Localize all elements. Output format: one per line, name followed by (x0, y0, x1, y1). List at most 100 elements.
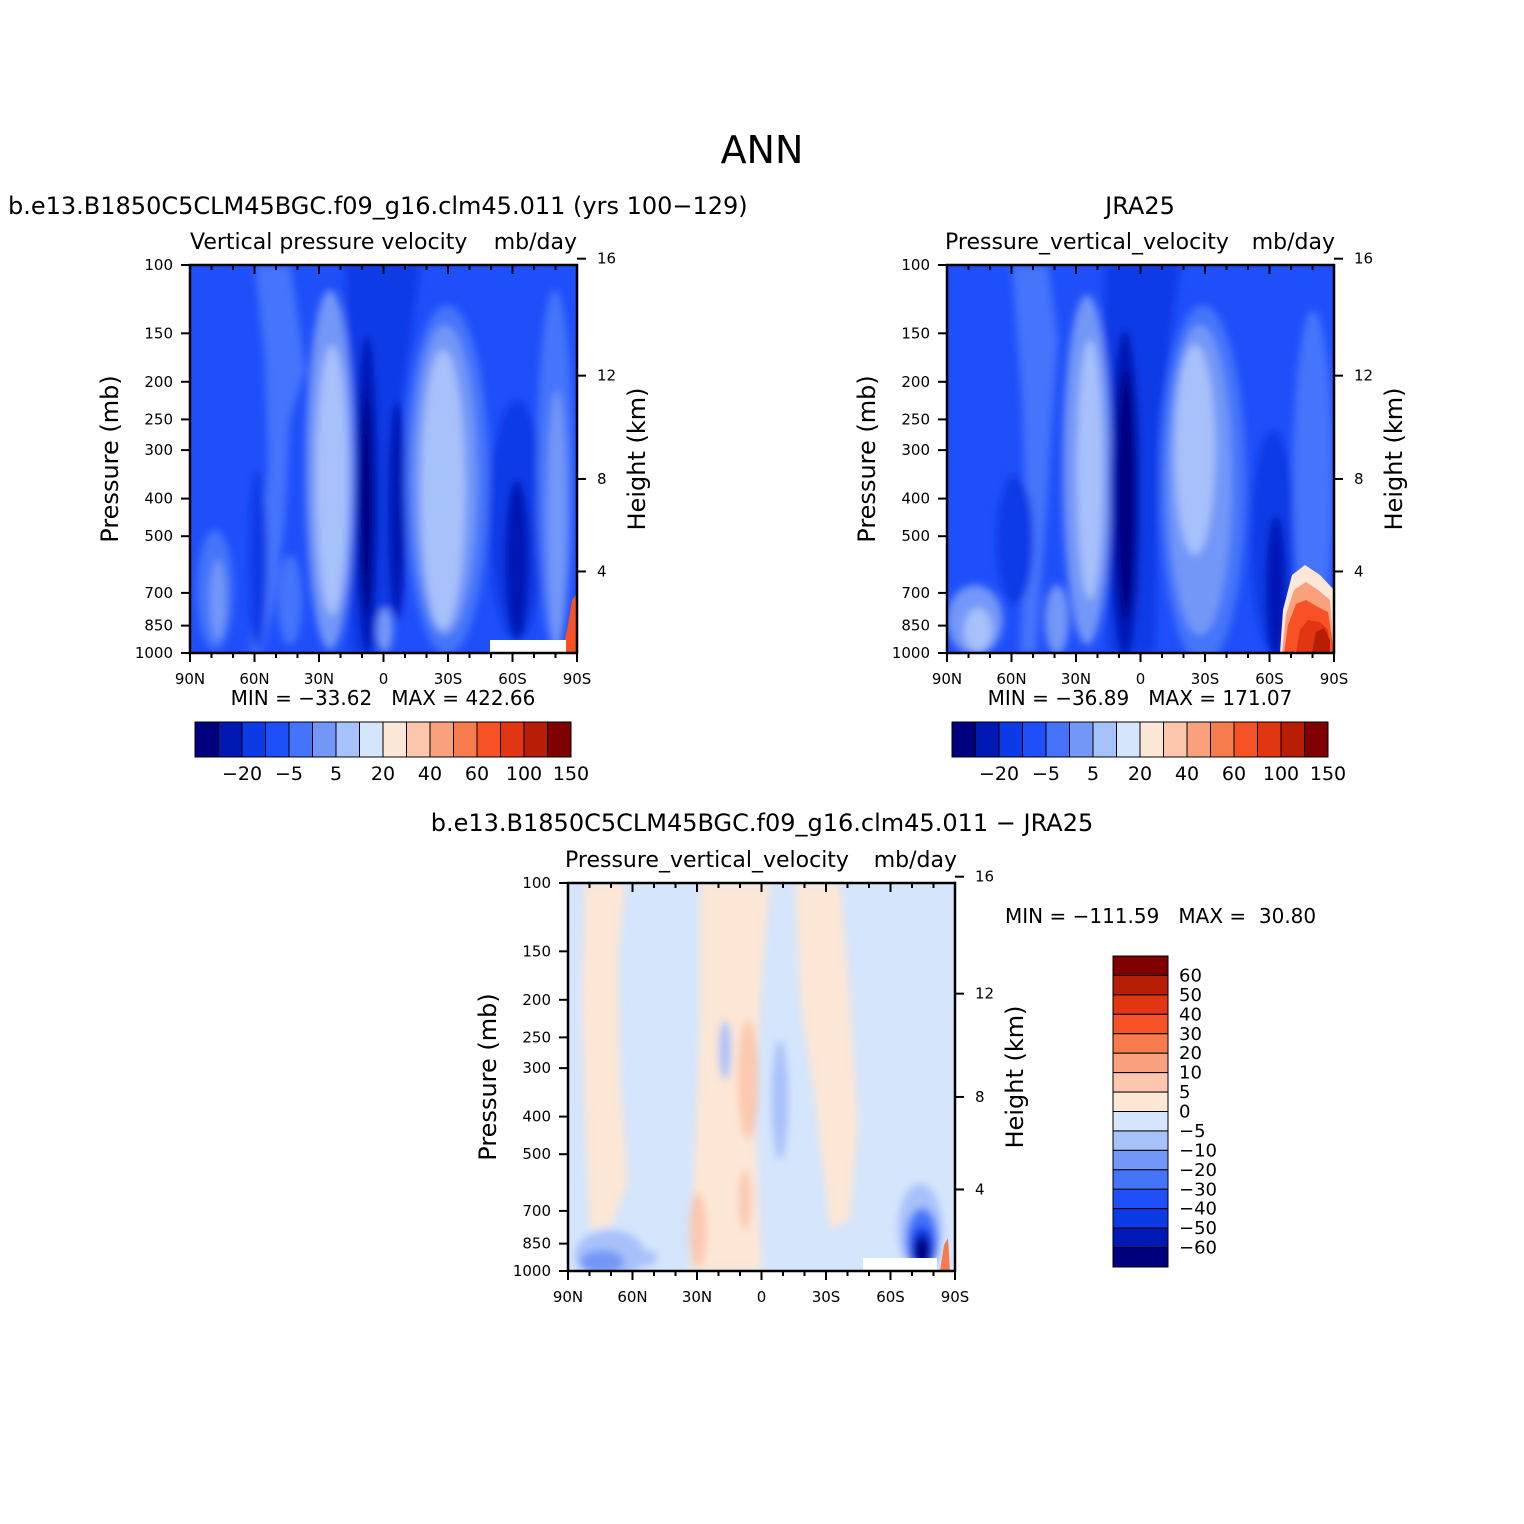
p-tick-label: 400 (144, 490, 173, 508)
lat-tick-label: 30S (812, 1288, 841, 1306)
h-tick-label: 8 (597, 470, 607, 488)
colorbar-swatch (1257, 721, 1282, 758)
colorbar-label: 20 (371, 763, 395, 785)
colorbar-swatch (1069, 721, 1094, 758)
colorbar-label: 100 (1263, 763, 1299, 785)
h-tick-label: 4 (597, 562, 607, 580)
colorbar-label: −5 (1179, 1121, 1206, 1142)
colorbar-label: 10 (1179, 1063, 1202, 1084)
axes-obs: 100 150 200 250 300 400 500 700 850 1000 16 12 8 4 90N… (892, 250, 1373, 688)
p-tick-label: 250 (522, 1028, 551, 1046)
colorbar-label: 150 (1310, 763, 1346, 785)
ylabel-right-model: Height (km) (623, 388, 651, 531)
p-tick-label: 300 (522, 1059, 551, 1077)
var-label-diff: Pressure_vertical_velocity (565, 848, 849, 873)
p-tick-label: 100 (901, 256, 930, 274)
p-tick-label: 700 (144, 584, 173, 602)
lat-tick-label: 90S (1320, 670, 1349, 688)
colorbar-swatch (1112, 1149, 1169, 1171)
lat-tick-label: 30S (434, 670, 463, 688)
colorbar-label: 60 (1222, 763, 1246, 785)
ylabel-right-obs: Height (km) (1380, 388, 1408, 531)
colorbar-swatch (406, 721, 431, 758)
colorbar-label: 50 (1179, 985, 1202, 1006)
p-tick-label: 850 (522, 1235, 551, 1253)
colorbar-swatch (1112, 1072, 1169, 1093)
axes-diff: 100 150 200 250 300 400 500 700 850 1000 16 12 8 4 90N… (513, 868, 994, 1306)
lat-tick-label: 60S (876, 1288, 905, 1306)
colorbar-swatch (1022, 721, 1047, 758)
colorbar-swatch (998, 721, 1023, 758)
colorbar-label: −50 (1179, 1218, 1217, 1239)
p-tick-label: 100 (144, 256, 173, 274)
colorbar-model: −20 −5 5 20 40 60 100 150 (194, 721, 589, 785)
colorbar-swatch (241, 721, 266, 758)
p-tick-label: 200 (522, 991, 551, 1009)
heatmap-field-obs (947, 265, 1334, 653)
colorbar-label: −5 (275, 763, 303, 785)
colorbar-label: −30 (1179, 1179, 1217, 1200)
colorbar-swatch (975, 721, 1000, 758)
p-tick-label: 1000 (513, 1262, 551, 1280)
colorbar-swatch (1112, 994, 1169, 1015)
lat-tick-label: 60S (1255, 670, 1284, 688)
stats-model: MIN = −33.62 MAX = 422.66 (231, 686, 536, 710)
p-tick-label: 250 (144, 410, 173, 428)
case-title-obs: JRA25 (1103, 192, 1175, 220)
colorbars: −20 −5 5 20 40 60 100 150 −20 −5 5 20 40 60 100 1506050… (194, 721, 1346, 1268)
units-model: mb/day (494, 230, 577, 255)
lat-tick-label: 90S (563, 670, 592, 688)
colorbar-label: 5 (1179, 1082, 1190, 1103)
p-tick-label: 500 (144, 527, 173, 545)
colorbar-label: 20 (1128, 763, 1152, 785)
colorbar-label: −20 (1179, 1160, 1217, 1181)
p-tick-label: 300 (144, 441, 173, 459)
h-tick-label: 12 (1354, 367, 1373, 385)
colorbar-label: 100 (506, 763, 542, 785)
colorbar-label: 40 (1179, 1004, 1202, 1025)
var-label-obs: Pressure_vertical_velocity (945, 230, 1229, 255)
p-tick-label: 850 (144, 617, 173, 635)
colorbar-label: 5 (1087, 763, 1099, 785)
h-tick-label: 4 (1354, 562, 1364, 580)
lat-tick-label: 0 (379, 670, 389, 688)
case-title-model: b.e13.B1850C5CLM45BGC.f09_g16.clm45.011 … (8, 192, 748, 220)
colorbar-swatch (1210, 721, 1235, 758)
h-tick-label: 16 (597, 250, 616, 268)
colorbar-swatch (1112, 974, 1169, 996)
ylabel-right-diff: Height (km) (1001, 1006, 1029, 1149)
figure-title: ANN (721, 128, 804, 172)
colorbar-swatch (476, 721, 501, 758)
colorbar-label: 5 (330, 763, 342, 785)
p-tick-label: 100 (522, 874, 551, 892)
lat-tick-label: 30S (1191, 670, 1220, 688)
colorbar-swatch (382, 721, 407, 758)
colorbar-swatch (1112, 1227, 1169, 1249)
colorbar-swatch (359, 721, 384, 758)
p-tick-label: 250 (901, 410, 930, 428)
h-tick-label: 16 (975, 868, 994, 886)
h-tick-label: 8 (975, 1088, 985, 1106)
colorbar-swatch (1092, 721, 1117, 758)
colorbar-swatch (1280, 721, 1305, 758)
lat-tick-label: 60N (996, 670, 1026, 688)
colorbar-swatch (218, 721, 243, 758)
colorbar-label: 60 (1179, 965, 1202, 986)
p-tick-label: 1000 (135, 644, 173, 662)
panel-model: b.e13.B1850C5CLM45BGC.f09_g16.clm45.011 … (8, 192, 748, 710)
colorbar-swatch (1112, 1169, 1169, 1190)
p-tick-label: 400 (901, 490, 930, 508)
p-tick-label: 700 (901, 584, 930, 602)
stats-diff: MIN = −111.59 MAX = 30.80 (1005, 904, 1316, 928)
colorbar-swatch (1112, 1111, 1169, 1132)
colorbar-swatch (1112, 1208, 1169, 1229)
p-tick-label: 850 (901, 617, 930, 635)
p-tick-label: 150 (144, 324, 173, 342)
panel-obs: JRA25 Pressure_vertical_velocity mb/day (853, 192, 1408, 710)
p-tick-label: 150 (522, 942, 551, 960)
colorbar-swatch (523, 721, 548, 758)
colorbar-swatch (1139, 721, 1164, 758)
p-tick-label: 300 (901, 441, 930, 459)
lat-tick-label: 30N (304, 670, 334, 688)
colorbar-label: 30 (1179, 1024, 1202, 1045)
